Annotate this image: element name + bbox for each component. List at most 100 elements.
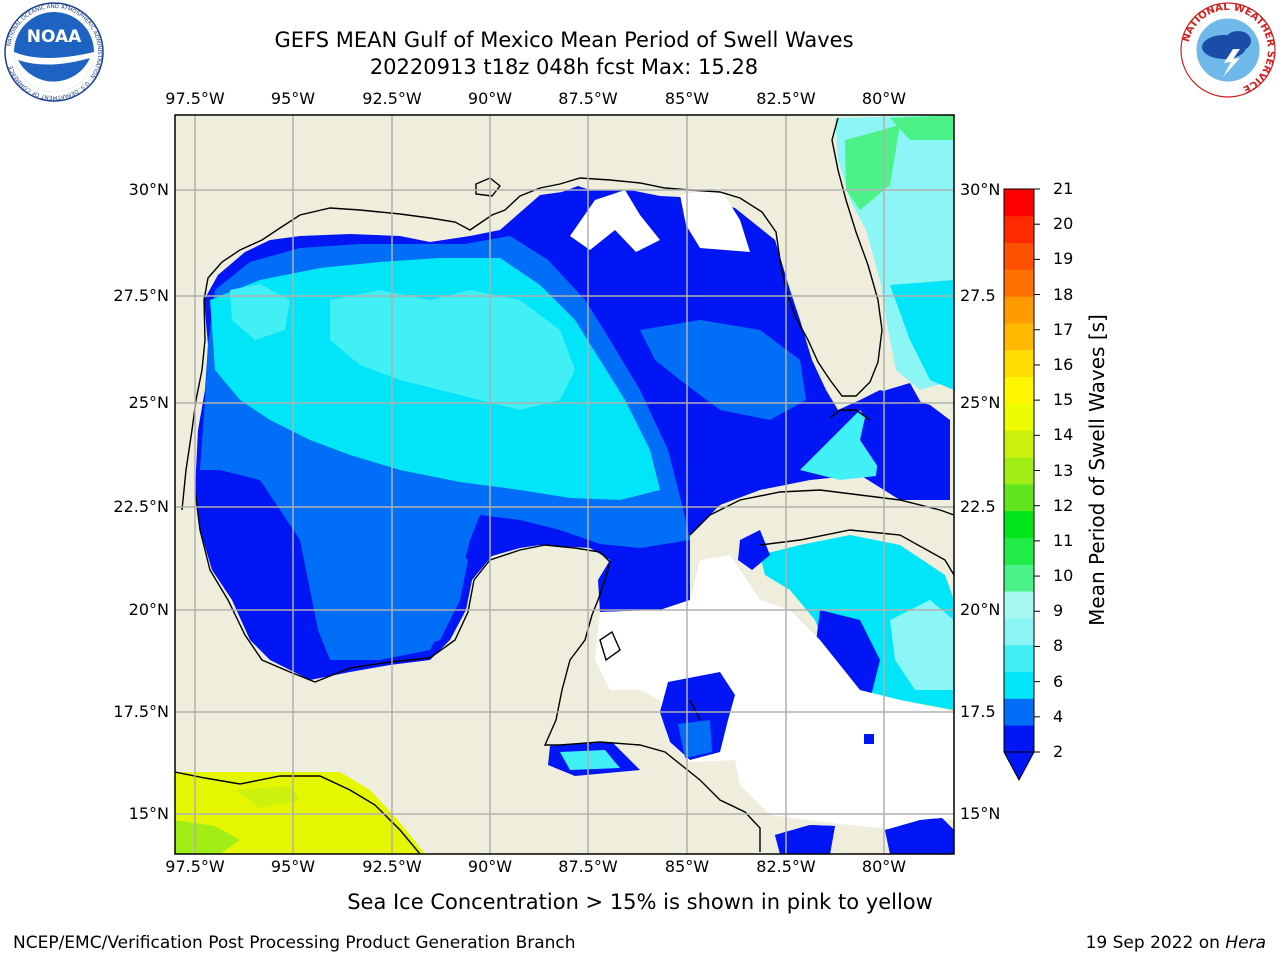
colorbar-segment [1004, 725, 1034, 753]
lat-tick-left: 22.5°N [113, 497, 169, 516]
colorbar-segment [1004, 349, 1034, 378]
colorbar-segment [1004, 215, 1034, 244]
caribbean-patch [738, 530, 770, 570]
lon-tick-top: 92.5°W [362, 89, 422, 108]
sea-ice-note: Sea Ice Concentration > 15% is shown in … [347, 890, 933, 914]
lat-tick-right: 30°N [960, 180, 1001, 199]
colorbar-segment [1004, 269, 1034, 297]
colorbar-segment [1004, 591, 1034, 619]
colorbar-segment [1004, 564, 1034, 592]
colorbar-segment [1004, 376, 1034, 404]
pacific-swell-zone [175, 772, 425, 854]
colorbar-segment [1004, 323, 1034, 351]
noaa-text: NOAA [27, 27, 82, 47]
lat-tick-right: 27.5 [960, 286, 996, 305]
caribbean-south-patch-over [775, 825, 835, 854]
colorbar-tick-label: 4 [1053, 706, 1064, 726]
lon-tick-bottom: 92.5°W [362, 857, 422, 876]
lat-tick-left: 15°N [128, 804, 169, 823]
florida-straits-zone [800, 410, 880, 480]
credit-right: 19 Sep 2022 on Hera [1086, 933, 1266, 953]
colorbar-extend-arrow [1003, 751, 1035, 782]
swell-band-6-8s-west [230, 284, 290, 340]
colorbar-segment [1004, 296, 1034, 324]
colorbar-tick-label: 2 [1053, 742, 1064, 761]
lat-tick-left: 25°N [128, 393, 169, 412]
noaa-logo: NOAA NATIONAL OCEANIC AND ATMOSPHERIC AD… [4, 2, 104, 102]
colorbar-tick-label: 6 [1053, 671, 1064, 691]
credit-left: NCEP/EMC/Verification Post Processing Pr… [13, 933, 576, 953]
colorbar-segment [1004, 403, 1034, 431]
atlantic-cyan-zone [890, 280, 954, 390]
lat-tick-left: 17.5°N [113, 702, 169, 721]
colorbar-tick-label: 13 [1053, 460, 1074, 480]
lon-tick-bottom: 82.5°W [756, 857, 816, 876]
colorbar-tick-label: 15 [1053, 390, 1074, 410]
gridlines [175, 115, 954, 854]
colorbar-label: Mean Period of Swell Waves [s] [1085, 314, 1109, 626]
credit-date: 19 Sep 2022 on [1085, 933, 1220, 953]
colorbar-tickmarks [1034, 188, 1040, 753]
colorbar-tick-label: 18 [1053, 284, 1074, 304]
colorbar-tick-label: 9 [1053, 601, 1064, 621]
lat-tick-left: 27.5°N [113, 286, 169, 305]
pacific-patch [235, 786, 300, 808]
nodata-caribbean [595, 555, 954, 830]
lon-tick-bottom: 95°W [270, 857, 316, 876]
nws-logo: NATIONAL WEATHER SERVICE [1180, 2, 1276, 98]
pacific-green-patch [175, 820, 240, 854]
colorbar-segments [1004, 189, 1034, 753]
lat-tick-right: 15°N [960, 804, 1001, 823]
lon-tick-top: 82.5°W [756, 89, 816, 108]
credit-host: Hera [1225, 933, 1266, 953]
colorbar-segment [1004, 457, 1034, 485]
colorbar-segment [1004, 242, 1034, 270]
atlantic-green-north [890, 115, 954, 140]
nodata-patch-1 [570, 190, 660, 252]
caribbean-se-patch-over [885, 818, 954, 854]
lat-tick-right: 22.5 [960, 497, 996, 516]
lon-tick-bottom: 80°W [861, 857, 907, 876]
colorbar-segment [1004, 510, 1034, 538]
honduras-inner [560, 750, 620, 770]
lon-tick-top: 87.5°W [558, 89, 618, 108]
lat-tick-left: 30°N [128, 180, 169, 199]
colorbar-tick-label: 12 [1053, 495, 1074, 515]
caribbean-dot-over [864, 734, 874, 744]
colorbar-tick-label: 21 [1053, 179, 1074, 198]
colorbar-tick-label: 19 [1053, 249, 1074, 269]
colorbar-tick-label: 14 [1053, 425, 1074, 445]
lon-tick-top: 95°W [270, 89, 316, 108]
colorbar-segment [1004, 430, 1034, 458]
map-area [175, 115, 954, 854]
lon-tick-top: 80°W [861, 89, 907, 108]
lon-tick-bottom: 85°W [664, 857, 710, 876]
colorbar-tick-label: 17 [1053, 319, 1074, 339]
nodata-patch-2 [680, 188, 750, 252]
swell-band-2-4s-east [640, 320, 806, 420]
colorbar-segment [1004, 698, 1034, 726]
swell-band-2-4s-campeche [390, 545, 468, 650]
colorbar [1003, 188, 1040, 782]
lon-tick-bottom: 90°W [467, 857, 513, 876]
colorbar-segment [1004, 483, 1034, 512]
atlantic-green-zone [845, 125, 900, 210]
chart-title: GEFS MEAN Gulf of Mexico Mean Period of … [274, 28, 854, 52]
colorbar-segment [1004, 537, 1034, 565]
lat-tick-right: 17.5 [960, 702, 996, 721]
lat-tick-right: 20°N [960, 600, 1001, 619]
colorbar-segment [1004, 617, 1034, 646]
colorbar-tick-label: 20 [1053, 214, 1074, 234]
lon-tick-top: 85°W [664, 89, 710, 108]
lat-tick-left: 20°N [128, 600, 169, 619]
colorbar-tick-label: 11 [1053, 530, 1074, 550]
lon-tick-bottom: 97.5°W [165, 857, 225, 876]
colorbar-tick-label: 8 [1053, 636, 1064, 656]
chart-subtitle: 20220913 t18z 048h fcst Max: 15.28 [369, 55, 759, 79]
colorbar-segment [1004, 671, 1034, 699]
caribbean-light-zone [890, 600, 954, 690]
colorbar-segment [1004, 189, 1034, 217]
lon-tick-top: 90°W [467, 89, 513, 108]
map-frame [174, 114, 955, 855]
